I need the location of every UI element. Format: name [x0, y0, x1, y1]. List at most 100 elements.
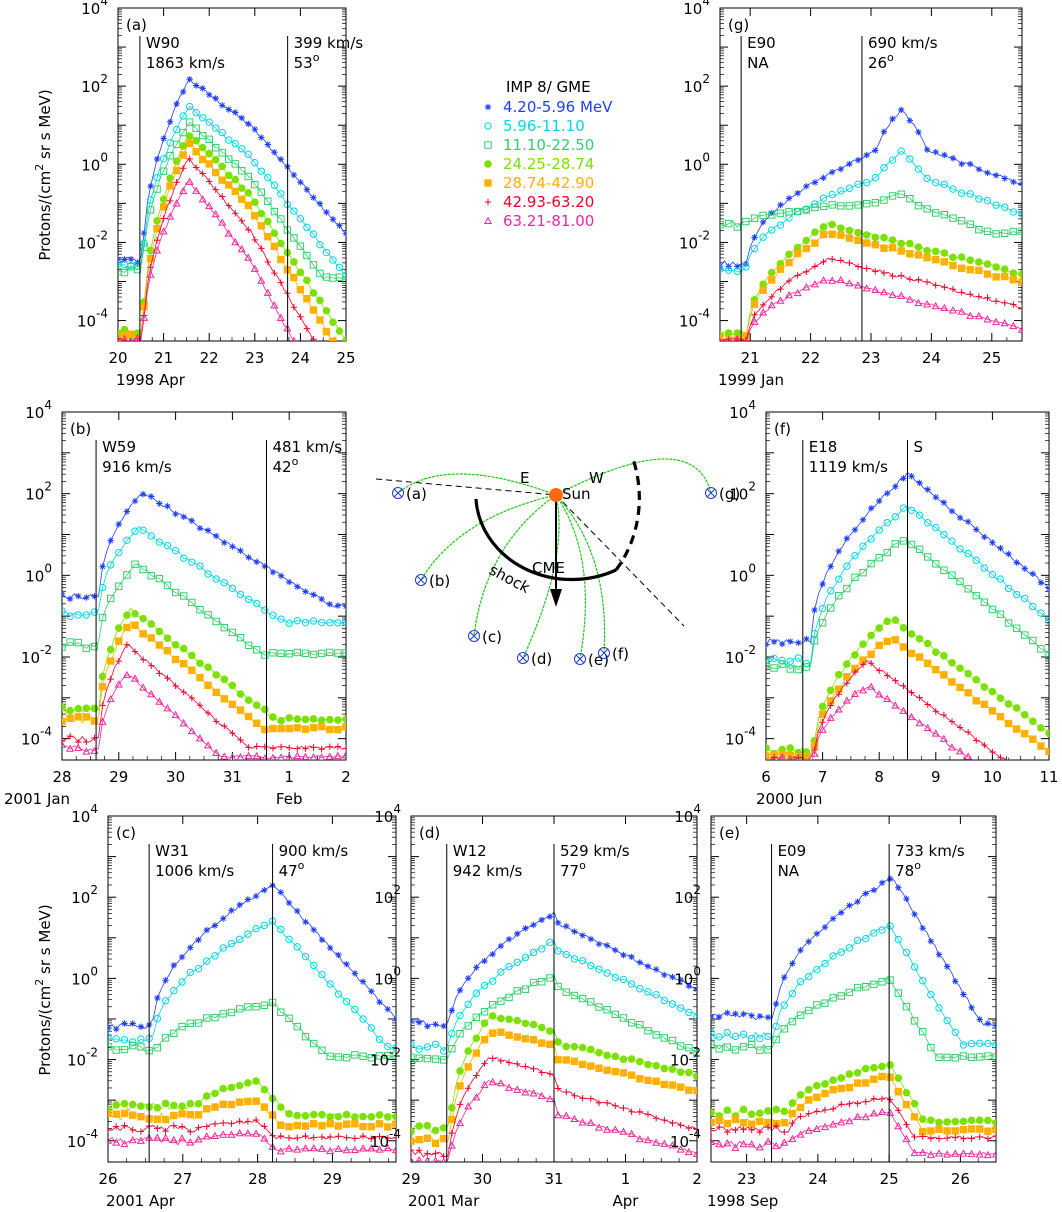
data-point — [342, 1145, 351, 1154]
data-point — [166, 212, 175, 220]
x-tick-label: 9 — [931, 768, 941, 786]
x-tick-label: 2 — [341, 768, 351, 786]
data-point — [505, 962, 513, 971]
data-point — [992, 317, 1001, 326]
data-point — [570, 1114, 579, 1123]
data-point — [835, 547, 842, 555]
data-point — [341, 750, 346, 759]
data-point — [153, 224, 161, 233]
data-point — [480, 1080, 489, 1089]
data-point — [448, 1044, 456, 1053]
data-point — [818, 604, 827, 613]
data-point — [211, 1120, 219, 1128]
data-point — [932, 178, 940, 187]
data-point — [854, 1100, 861, 1107]
data-point — [927, 991, 935, 999]
data-point — [199, 170, 206, 177]
data-point — [984, 1116, 992, 1125]
data-point — [835, 691, 842, 698]
data-point — [906, 250, 914, 258]
data-point — [301, 715, 310, 724]
data-point — [759, 211, 767, 220]
data-point — [285, 619, 293, 628]
data-point — [992, 297, 1000, 305]
data-point — [1029, 636, 1037, 645]
data-point — [862, 890, 869, 897]
data-point — [317, 618, 326, 627]
data-point — [159, 167, 168, 175]
data-point — [514, 930, 521, 937]
data-point — [943, 963, 951, 970]
data-point — [231, 175, 240, 184]
data-point — [415, 1156, 423, 1162]
data-point — [715, 1013, 723, 1021]
data-point — [892, 483, 899, 490]
data-point — [756, 1012, 764, 1020]
data-point — [153, 185, 161, 193]
data-point — [326, 1133, 334, 1141]
data-point — [980, 683, 989, 691]
data-point — [343, 1134, 350, 1141]
data-point — [309, 261, 318, 269]
observer-label: (e) — [588, 651, 609, 669]
data-point — [153, 155, 161, 163]
data-point — [1045, 585, 1049, 592]
data-point — [186, 155, 193, 163]
observer-marker — [705, 487, 717, 499]
data-point — [140, 229, 148, 237]
data-point — [384, 1042, 392, 1051]
data-point — [342, 997, 351, 1006]
x-tick-label: 25 — [336, 349, 355, 367]
observer-marker — [468, 630, 480, 642]
data-point — [231, 187, 239, 196]
data-point — [472, 989, 481, 997]
data-point — [120, 1139, 129, 1148]
data-point — [196, 702, 204, 709]
data-point — [684, 1147, 693, 1156]
data-point — [838, 909, 845, 916]
data-point — [488, 1012, 497, 1020]
data-point — [538, 945, 546, 953]
event-label: 529 km/s — [560, 842, 630, 860]
data-point — [264, 217, 272, 226]
data-point — [810, 280, 819, 288]
data-point — [845, 279, 854, 287]
data-point — [878, 978, 886, 986]
data-point — [423, 1134, 432, 1142]
data-point — [981, 533, 988, 541]
data-point — [862, 284, 871, 292]
data-point — [367, 1024, 376, 1032]
data-point — [297, 313, 304, 320]
observer-marker — [392, 487, 404, 499]
data-point — [257, 188, 266, 196]
data-point — [997, 544, 1004, 552]
data-point — [301, 618, 310, 627]
data-point — [811, 228, 819, 237]
data-point — [335, 327, 344, 335]
panel-frame — [107, 815, 397, 1163]
data-point — [505, 1059, 513, 1066]
data-point — [788, 1017, 797, 1026]
data-point — [155, 627, 164, 636]
data-point — [914, 165, 923, 173]
data-point — [236, 1118, 243, 1125]
data-point — [711, 1127, 715, 1134]
data-point — [161, 1099, 170, 1108]
data-point — [205, 118, 213, 126]
data-point — [253, 558, 260, 566]
data-point — [1029, 717, 1037, 726]
y-tick-label: 10-4 — [679, 307, 710, 331]
data-point — [764, 1107, 772, 1115]
data-point — [967, 1149, 976, 1158]
data-point — [595, 1048, 603, 1057]
data-point — [329, 216, 337, 223]
data-point — [819, 202, 828, 211]
data-point — [748, 1012, 755, 1019]
event-sublabel: 42o — [272, 455, 298, 476]
data-point — [303, 325, 311, 332]
data-point — [384, 1123, 392, 1131]
data-point — [819, 194, 828, 202]
data-point — [845, 226, 854, 235]
data-point — [785, 258, 793, 267]
data-point — [432, 1156, 439, 1162]
